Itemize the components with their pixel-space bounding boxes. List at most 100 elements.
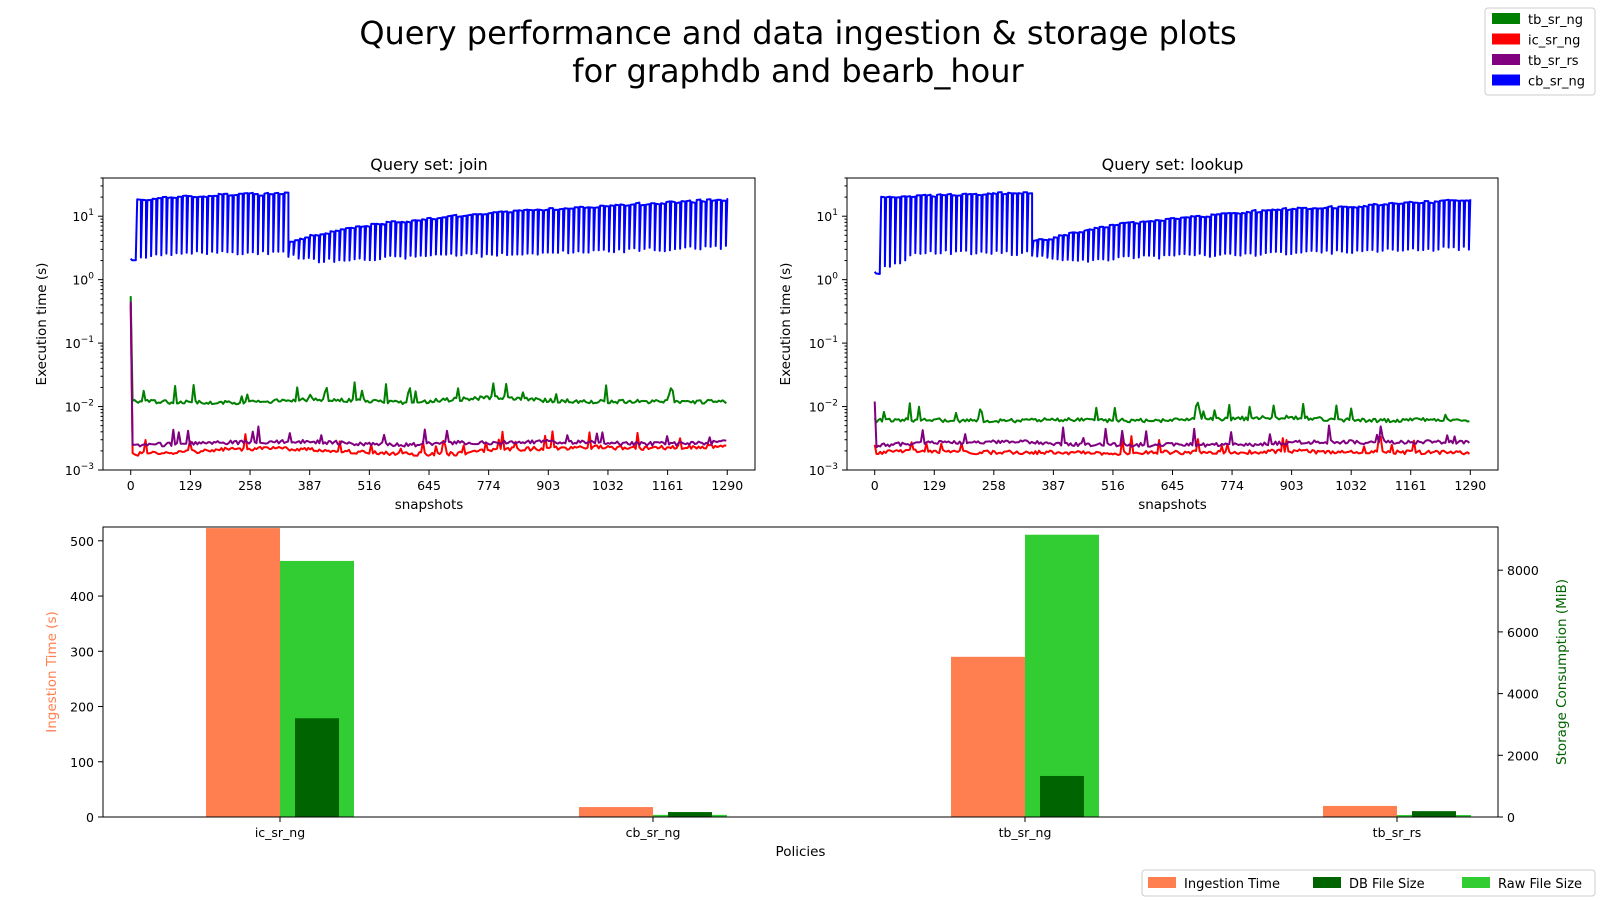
series-tb_sr_rs-lookup [873,401,1471,449]
y-tick-label: 100 [816,272,838,288]
x-tick-label: 0 [127,478,135,493]
bar-ingestion-time-cb_sr_ng [579,807,653,817]
legend-swatch-raw-file-size [1462,877,1490,888]
plot-frame [102,177,756,471]
y-tick-label: 100 [70,755,94,770]
y2-tick-label: 8000 [1507,563,1539,578]
y2-tick-label: 4000 [1507,687,1539,702]
x-tick-label: 1290 [1454,478,1486,493]
y-tick-label: 100 [72,272,94,288]
x-tick-label: 1161 [652,478,684,493]
y-tick-label: 0 [86,810,94,825]
legend-swatch-cb_sr_ng [1492,74,1520,86]
legend-frame [1141,869,1596,897]
bar-ingestion-time-tb_sr_rs [1323,805,1397,817]
series-tb_sr_rs-join [129,301,727,448]
y-tick-label: 500 [70,534,94,549]
y2-tick-label: 2000 [1507,748,1539,763]
x-tick-label: 1161 [1395,478,1427,493]
y2-axis-label: Storage Consumption (MiB) [1554,579,1570,765]
legend-label-tb_sr_ng: tb_sr_ng [1528,13,1583,28]
y-tick-label: 200 [70,700,94,715]
y2-tick-label: 0 [1507,810,1515,825]
y-axis-label: Execution time (s) [778,263,794,386]
x-tick-label: 129 [922,478,946,493]
x-tick-label: 1032 [592,478,624,493]
x-tick-label: 645 [417,478,441,493]
x-tick-label: 258 [238,478,262,493]
series-ic_sr_ng-join [129,304,727,457]
x-tick-label: 129 [178,478,202,493]
x-tick-label: tb_sr_rs [1373,825,1422,840]
legend-bottom: Ingestion Time DB File Size Raw File Size [1141,869,1596,897]
x-tick-label: 516 [1101,478,1125,493]
chart-ingestion-storage: ic_sr_ng cb_sr_ng tb_sr_ng tb_sr_rs 0 100 200 3… [44,526,1570,860]
legend-label-tb_sr_rs: tb_sr_rs [1528,54,1579,69]
legend-swatch-ic_sr_ng [1492,33,1520,45]
legend-swatch-tb_sr_ng [1492,13,1520,24]
x-axis-label: snapshots [1138,497,1207,513]
figure-title-line-2: for graphdb and bearb_hour [572,52,1024,90]
y-tick-label: 10−3 [809,462,838,478]
legend-label-ic_sr_ng: ic_sr_ng [1528,34,1580,49]
chart-lookup: Query set: lookup 0 129 258 387 516 645 774 903 1… [778,155,1499,513]
chart-join: Query set: join 0 129 258 387 516 645 774 903 103… [34,155,756,513]
x-axis-label: Policies [776,844,826,860]
x-tick-label: 0 [871,478,879,493]
x-tick-label: 258 [982,478,1006,493]
chart-title: Query set: join [370,155,487,174]
series-tb_sr_ng-lookup [873,401,1470,424]
y2-tick-label: 6000 [1507,625,1539,640]
series-cb_sr_ng-lookup [873,191,1472,275]
bar-db-file-size-ic_sr_ng [295,718,339,817]
series-ic_sr_ng-lookup [873,435,1471,456]
bar-db-file-size-tb_sr_rs [1412,811,1456,817]
x-tick-label: 903 [536,478,560,493]
x-tick-label: 645 [1161,478,1185,493]
legend-frame [1484,7,1596,96]
x-tick-label: 774 [477,478,501,493]
x-tick-label: 774 [1220,478,1244,493]
plot-frame [102,526,1499,818]
y-axis-label: Execution time (s) [34,263,50,386]
x-tick-label: 903 [1280,478,1304,493]
plot-frame [846,177,1499,471]
y-tick-label: 10−1 [809,335,838,351]
x-tick-label: 1032 [1335,478,1367,493]
x-axis-label: snapshots [395,497,464,513]
bar-ingestion-time-tb_sr_ng [951,656,1025,817]
legend-label-ingestion-time: Ingestion Time [1184,877,1280,892]
legend-swatch-tb_sr_rs [1492,54,1520,65]
series-cb_sr_ng-join [129,191,729,264]
x-tick-label: 387 [1041,478,1065,493]
x-tick-label: 1290 [711,478,743,493]
y-tick-label: 101 [816,208,838,224]
bar-db-file-size-tb_sr_ng [1040,775,1084,817]
y-tick-label: 10−3 [65,462,94,478]
bar-db-file-size-cb_sr_ng [668,812,712,817]
x-tick-label: 516 [357,478,381,493]
x-tick-label: cb_sr_ng [626,825,681,840]
legend-swatch-db-file-size [1313,877,1341,888]
y-axis-label: Ingestion Time (s) [44,611,60,733]
series-tb_sr_ng-join [129,296,727,406]
legend-label-raw-file-size: Raw File Size [1498,877,1582,892]
x-tick-label: ic_sr_ng [255,825,305,840]
chart-title: Query set: lookup [1102,155,1244,174]
y-tick-label: 300 [70,644,94,659]
legend-swatch-ingestion-time [1148,877,1176,888]
legend-label-db-file-size: DB File Size [1349,877,1425,892]
y-tick-label: 10−2 [809,399,838,415]
y-tick-label: 10−2 [65,399,94,415]
x-tick-label: tb_sr_ng [999,825,1052,840]
legend-label-cb_sr_ng: cb_sr_ng [1528,75,1585,90]
y-tick-label: 101 [72,208,94,224]
bar-raw-file-size-tb_sr_ng [1025,534,1099,817]
figure-title-line-1: Query performance and data ingestion & s… [359,14,1236,52]
legend-top: tb_sr_ng ic_sr_ng tb_sr_rs cb_sr_ng [1484,7,1596,96]
bar-ingestion-time-ic_sr_ng [206,528,280,817]
y-tick-label: 10−1 [65,335,94,351]
y-tick-label: 400 [70,589,94,604]
x-tick-label: 387 [298,478,322,493]
